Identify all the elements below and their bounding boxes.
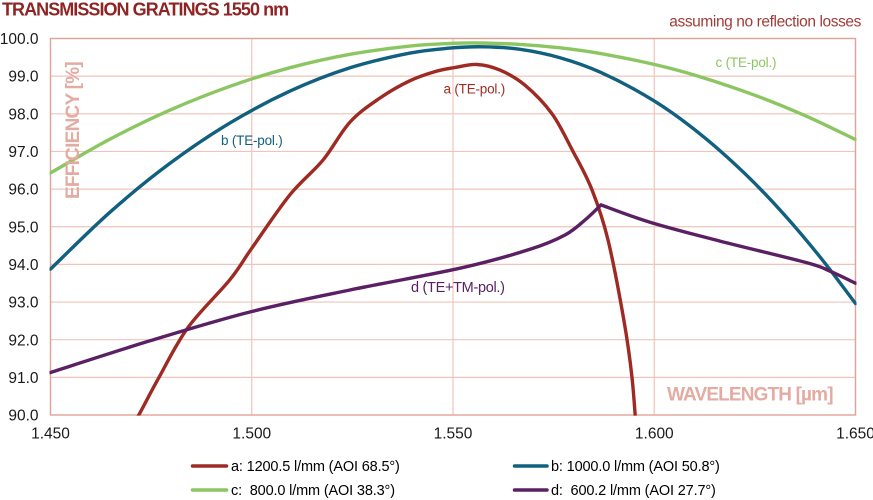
svg-text:99.0: 99.0 <box>8 69 39 86</box>
svg-text:91.0: 91.0 <box>8 370 39 387</box>
svg-text:98.0: 98.0 <box>8 106 39 123</box>
svg-text:93.0: 93.0 <box>8 295 39 312</box>
svg-text:c: 800.0 l/mm (AOI 38.3°): c: 800.0 l/mm (AOI 38.3°) <box>231 483 395 499</box>
svg-text:94.0: 94.0 <box>8 257 39 274</box>
svg-text:92.0: 92.0 <box>8 332 39 349</box>
svg-text:TRANSMISSION GRATINGS 1550 nm: TRANSMISSION GRATINGS 1550 nm <box>2 0 288 20</box>
svg-text:1.600: 1.600 <box>635 426 674 443</box>
svg-text:a (TE-pol.): a (TE-pol.) <box>444 81 506 96</box>
svg-text:97.0: 97.0 <box>8 144 39 161</box>
svg-text:96.0: 96.0 <box>8 182 39 199</box>
svg-text:assuming no reflection losses: assuming no reflection losses <box>669 14 861 31</box>
svg-text:a: 1200.5 l/mm (AOI 68.5°): a: 1200.5 l/mm (AOI 68.5°) <box>231 459 400 475</box>
svg-text:1.550: 1.550 <box>434 426 473 443</box>
svg-text:b: 1000.0 l/mm (AOI 50.8°): b: 1000.0 l/mm (AOI 50.8°) <box>551 459 720 475</box>
svg-text:EFFICIENCY [%]: EFFICIENCY [%] <box>63 62 84 199</box>
svg-text:1.450: 1.450 <box>31 426 70 443</box>
svg-text:95.0: 95.0 <box>8 219 39 236</box>
svg-text:WAVELENGTH [µm]: WAVELENGTH [µm] <box>667 385 833 406</box>
svg-text:90.0: 90.0 <box>8 408 39 425</box>
svg-text:c (TE-pol.): c (TE-pol.) <box>716 55 777 70</box>
svg-text:b (TE-pol.): b (TE-pol.) <box>221 133 283 148</box>
svg-text:d: 600.2 l/mm (AOI 27.7°): d: 600.2 l/mm (AOI 27.7°) <box>551 483 716 499</box>
svg-text:1.500: 1.500 <box>232 426 271 443</box>
svg-text:1.650: 1.650 <box>836 426 873 443</box>
svg-text:d (TE+TM-pol.): d (TE+TM-pol.) <box>411 280 505 296</box>
svg-text:100.0: 100.0 <box>0 31 39 48</box>
